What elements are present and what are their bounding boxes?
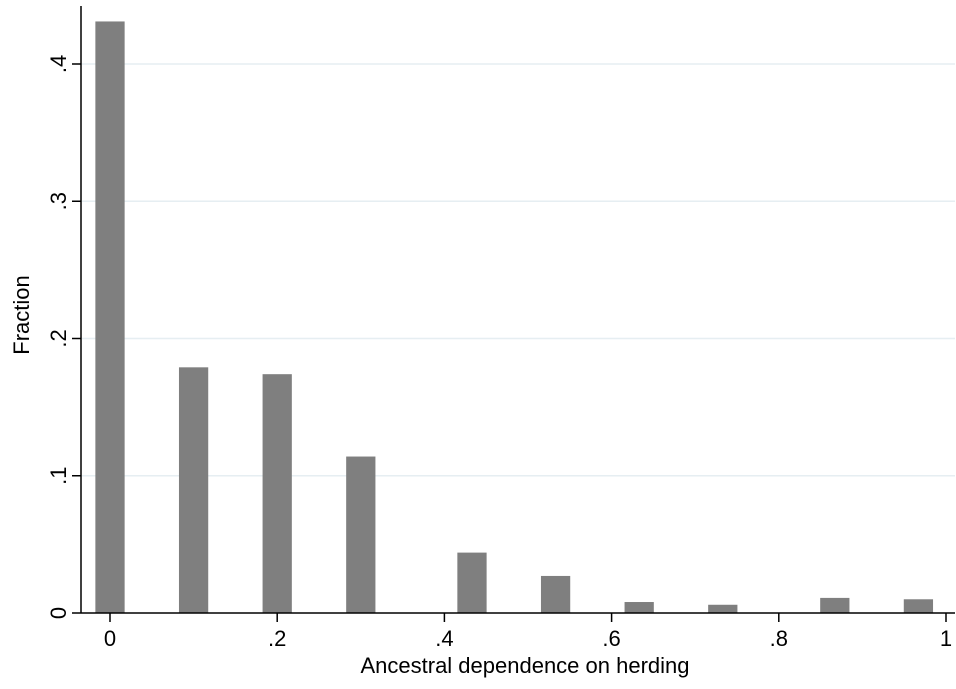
bar-1 bbox=[178, 367, 209, 613]
x-tick-label-5: 1 bbox=[940, 626, 952, 651]
bar-3 bbox=[346, 456, 376, 613]
bar-4 bbox=[457, 552, 487, 613]
tick-layer: 0 .2 .4 .6 .8 1 0 .1 .2 .3 .4 bbox=[46, 55, 952, 651]
bar-5 bbox=[540, 575, 571, 613]
bar-7 bbox=[708, 604, 738, 613]
y-tick-label-0: 0 bbox=[46, 607, 71, 619]
x-tick-label-4: .8 bbox=[770, 626, 788, 651]
y-tick-label-1: .1 bbox=[46, 467, 71, 485]
x-tick-label-0: 0 bbox=[104, 626, 116, 651]
bar-0 bbox=[95, 21, 125, 613]
y-tick-label-4: .4 bbox=[46, 55, 71, 73]
y-tick-label-3: .3 bbox=[46, 192, 71, 210]
bar-6 bbox=[624, 602, 654, 613]
bar-2 bbox=[262, 374, 292, 613]
bar-layer bbox=[95, 21, 934, 613]
grid-layer bbox=[81, 63, 955, 477]
bar-9 bbox=[903, 599, 934, 613]
y-tick-label-2: .2 bbox=[46, 329, 71, 347]
x-axis-title: Ancestral dependence on herding bbox=[360, 653, 689, 678]
x-tick-label-1: .2 bbox=[268, 626, 286, 651]
axis-layer bbox=[80, 6, 955, 614]
bar-8 bbox=[820, 597, 850, 613]
x-tick-label-2: .4 bbox=[435, 626, 453, 651]
x-tick-label-3: .6 bbox=[602, 626, 620, 651]
y-axis-title: Fraction bbox=[9, 275, 34, 354]
